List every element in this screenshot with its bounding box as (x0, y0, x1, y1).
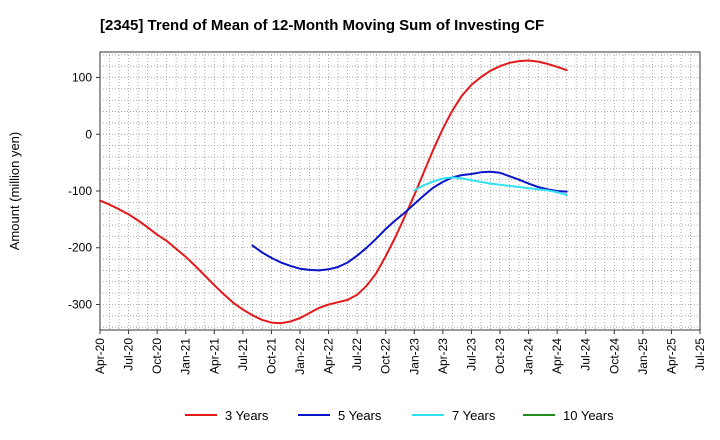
y-tick-label: -100 (68, 184, 92, 198)
x-tick-label: Oct-22 (379, 338, 393, 374)
x-tick-label: Jul-25 (693, 338, 707, 371)
x-tick-label: Jan-21 (179, 338, 193, 375)
y-tick-label: -200 (68, 241, 92, 255)
x-tick-label: Apr-20 (93, 338, 107, 374)
x-axis: Apr-20 Jul-20 Oct-20 Jan-21 Apr-21 Jul-21 Oct-… (93, 330, 707, 375)
series-line-7-years (413, 176, 568, 196)
x-tick-label: Apr-23 (436, 338, 450, 374)
x-tick-label: Jan-24 (522, 338, 536, 375)
x-tick-label: Oct-24 (607, 338, 621, 374)
y-axis: 100 0 -100 -200 -300 (68, 71, 100, 311)
x-tick-label: Jul-24 (579, 338, 593, 371)
series-line-3-years (99, 59, 568, 325)
x-tick-label: Jul-21 (236, 338, 250, 371)
x-tick-label: Jan-25 (636, 338, 650, 375)
legend-label: 3 Years (225, 408, 269, 423)
legend-label: 5 Years (338, 408, 382, 423)
grid (100, 52, 700, 330)
x-tick-label: Oct-23 (493, 338, 507, 374)
x-tick-label: Apr-24 (550, 338, 564, 374)
x-tick-label: Apr-25 (664, 338, 678, 374)
x-tick-label: Apr-21 (207, 338, 221, 374)
series-line-5-years (251, 170, 568, 272)
legend-label: 10 Years (563, 408, 614, 423)
x-tick-label: Jan-23 (407, 338, 421, 375)
series-lines (99, 59, 568, 325)
x-tick-label: Apr-22 (322, 338, 336, 374)
y-tick-label: 100 (72, 71, 92, 85)
x-tick-label: Jul-20 (122, 338, 136, 371)
legend: 3 Years 5 Years 7 Years 10 Years (185, 408, 614, 423)
x-tick-label: Jan-22 (293, 338, 307, 375)
x-tick-label: Oct-20 (150, 338, 164, 374)
x-tick-label: Oct-21 (264, 338, 278, 374)
y-axis-label: Amount (million yen) (7, 132, 22, 251)
y-tick-label: -300 (68, 297, 92, 311)
y-tick-label: 0 (85, 127, 92, 141)
x-tick-label: Jul-23 (464, 338, 478, 371)
legend-label: 7 Years (452, 408, 496, 423)
chart-title: [2345] Trend of Mean of 12-Month Moving … (100, 17, 544, 34)
x-tick-label: Jul-22 (350, 338, 364, 371)
